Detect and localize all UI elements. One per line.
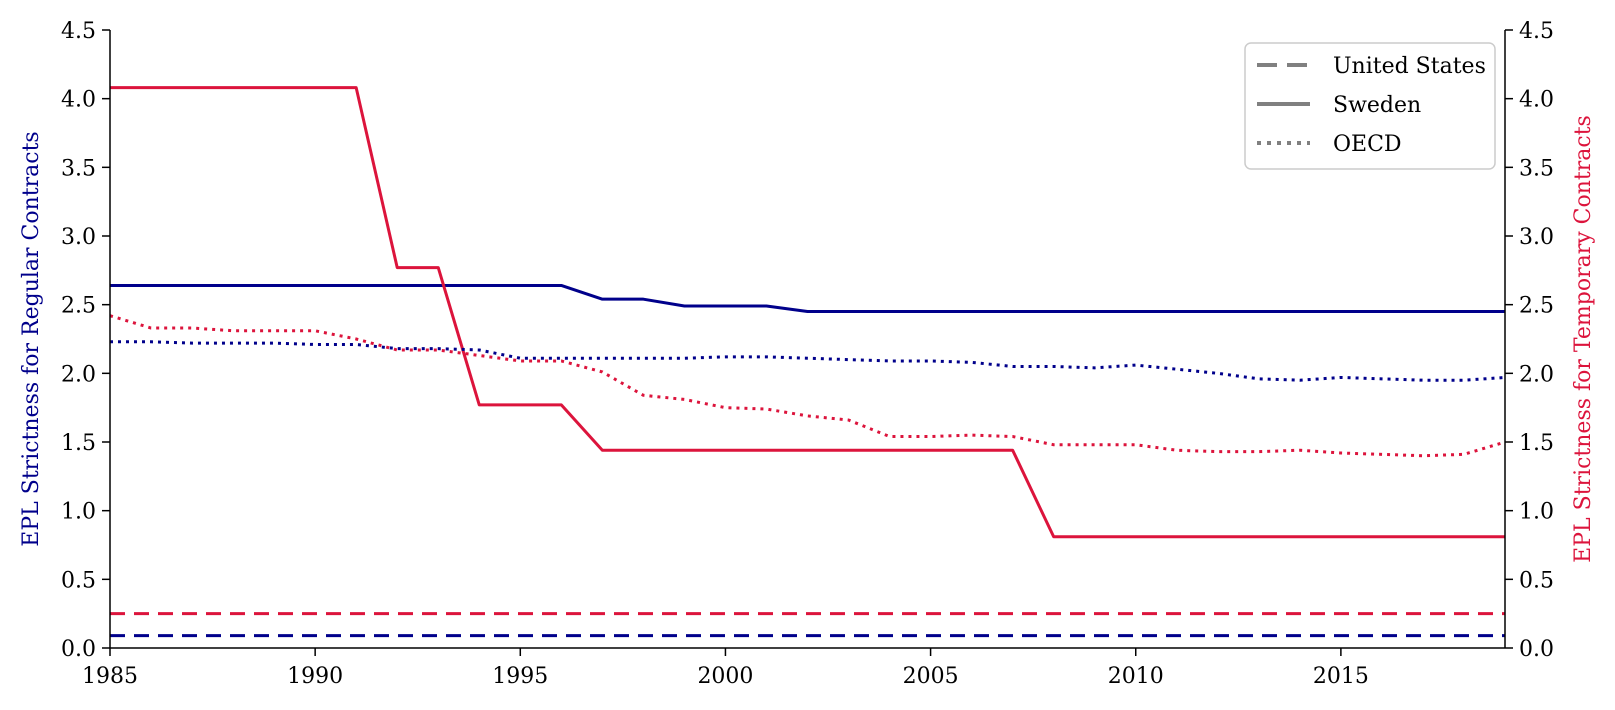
y-tick-label-left: 2.5 [61,294,96,319]
y-tick-label-left: 2.0 [61,362,96,387]
y-tick-label-left: 4.0 [61,88,96,113]
y-tick-label-left: 0.5 [61,568,96,593]
y-tick-label-left: 4.5 [61,19,96,44]
series-line-sweden-regular [110,283,1505,314]
x-tick-label: 2005 [903,664,959,689]
y-tick-label-right: 2.5 [1519,294,1554,319]
legend: United States Sweden OECD [1244,42,1496,170]
legend-label-oecd: OECD [1333,132,1402,157]
y-tick-label-right: 3.0 [1519,225,1554,250]
y-tick-label-left: 1.0 [61,500,96,525]
y-tick-label-left: 1.5 [61,431,96,456]
x-tick-label: 1985 [82,664,138,689]
y-tick-label-right: 0.5 [1519,568,1554,593]
y-tick-label-left: 0.0 [61,637,96,662]
y-axis-label-right: EPL Strictness for Temporary Contracts [1571,115,1596,563]
x-tick-label: 1995 [492,664,548,689]
x-tick-label: 2015 [1313,664,1369,689]
y-tick-label-left: 3.5 [61,156,96,181]
x-tick-label: 2000 [697,664,753,689]
legend-label-united-states: United States [1333,54,1486,79]
x-tick-label: 1990 [287,664,343,689]
series-line-sweden-temporary [110,86,1505,539]
series-line-oecd-regular [110,340,1506,382]
y-tick-label-right: 4.0 [1519,88,1554,113]
y-tick-label-right: 4.5 [1519,19,1554,44]
y-axis-label-left: EPL Strictness for Regular Contracts [19,131,44,546]
y-tick-label-right: 1.0 [1519,500,1554,525]
axes [109,30,1506,649]
y-ticks-right: 0.0 0.5 1.0 1.5 2.0 2.5 3.0 3.5 4.0 4.5 [1505,19,1554,662]
y-ticks-left: 0.0 0.5 1.0 1.5 2.0 2.5 3.0 3.5 4.0 4.5 [61,19,110,662]
series-line-oecd-temporary [109,314,1506,458]
x-tick-label: 2010 [1108,664,1164,689]
x-ticks: 1985 1990 1995 2000 2005 2010 2015 [82,648,1369,689]
y-tick-label-right: 2.0 [1519,362,1554,387]
legend-frame [1244,42,1496,170]
y-tick-label-right: 3.5 [1519,156,1554,181]
plot-lines [109,86,1506,638]
y-tick-label-left: 3.0 [61,225,96,250]
legend-label-sweden: Sweden [1333,93,1421,118]
y-tick-label-right: 1.5 [1519,431,1554,456]
y-tick-label-right: 0.0 [1519,637,1554,662]
